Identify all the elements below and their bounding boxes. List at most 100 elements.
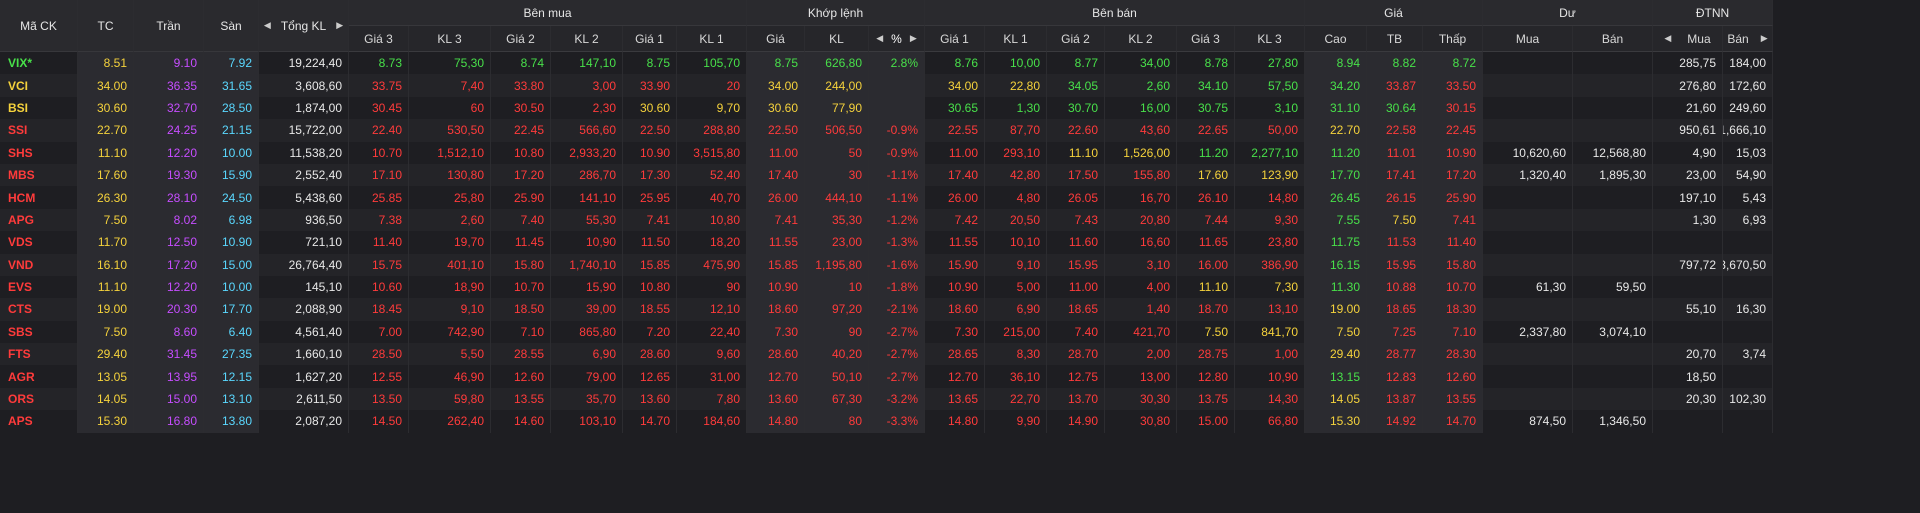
header-sell-3[interactable]: KL 2 <box>1105 26 1177 52</box>
header-volume[interactable]: ◀ Tổng KL ▶ <box>259 0 349 52</box>
buy-cell: 10.60 <box>349 275 409 299</box>
match-cell: -2.1% <box>869 298 925 321</box>
sort-left-arrow-icon[interactable]: ◀ <box>263 20 271 30</box>
symbol-cell[interactable]: SBS <box>0 320 78 344</box>
header-ceil[interactable]: Trần <box>134 0 204 52</box>
floor-price-cell: 10.00 <box>204 141 259 164</box>
symbol-cell[interactable]: SSI <box>0 119 78 142</box>
symbol-cell[interactable]: VIX* <box>0 52 78 75</box>
symbol-cell[interactable]: VND <box>0 253 78 276</box>
header-buy-5[interactable]: KL 1 <box>677 26 747 52</box>
table-row[interactable]: HCM 26.30 28.10 24.50 5,438,60 25.85 25,80 25.9… <box>0 186 1920 209</box>
symbol-cell[interactable]: BSI <box>0 96 78 120</box>
header-sell-0[interactable]: Giá 1 <box>925 26 985 52</box>
foreign-cell <box>1723 320 1773 344</box>
header-match-0[interactable]: Giá <box>747 26 805 52</box>
symbol-cell[interactable]: VDS <box>0 231 78 254</box>
sell-cell: 13.65 <box>925 387 985 411</box>
table-row[interactable]: SHS 11.10 12.20 10.00 11,538,20 10.70 1,512,10… <box>0 141 1920 164</box>
header-sell-2[interactable]: Giá 2 <box>1047 26 1105 52</box>
match-cell: 14.80 <box>747 410 805 433</box>
header-price-1[interactable]: TB <box>1367 26 1423 52</box>
table-row[interactable]: ORS 14.05 15.00 13.10 2,611,50 13.50 59,80 13.5… <box>0 387 1920 411</box>
table-row[interactable]: VIX* 8.51 9.10 7.92 19,224,40 8.73 75,30 8.74 14… <box>0 52 1920 75</box>
total-volume-cell: 2,087,20 <box>259 410 349 433</box>
header-foreign[interactable]: ĐTNN <box>1653 0 1773 26</box>
symbol-cell[interactable]: APG <box>0 208 78 232</box>
symbol-cell[interactable]: FTS <box>0 343 78 366</box>
table-row[interactable]: CTS 19.00 20.30 17.70 2,088,90 18.45 9,10 18.50… <box>0 298 1920 321</box>
header-residual-0[interactable]: Mua <box>1483 26 1573 52</box>
header-price-2[interactable]: Thấp <box>1423 26 1483 52</box>
sort-left-arrow-icon[interactable]: ◀ <box>876 33 884 43</box>
buy-cell: 8.75 <box>623 52 677 75</box>
floor-price-cell: 27.35 <box>204 343 259 366</box>
symbol-cell[interactable]: MBS <box>0 163 78 187</box>
table-row[interactable]: FTS 29.40 31.45 27.35 1,660,10 28.50 5,50 28.55… <box>0 343 1920 366</box>
buy-cell: 184,60 <box>677 410 747 433</box>
header-foreign-1[interactable]: Bán ▶ <box>1723 26 1773 52</box>
ref-price-cell: 11.70 <box>78 231 134 254</box>
table-row[interactable]: VCI 34.00 36.35 31.65 3,608,60 33.75 7,40 33.80… <box>0 74 1920 97</box>
symbol-cell[interactable]: APS <box>0 410 78 433</box>
symbol-cell[interactable]: VCI <box>0 74 78 97</box>
sort-right-arrow-icon[interactable]: ▶ <box>336 20 344 30</box>
sell-cell: 42,80 <box>985 163 1047 187</box>
header-buy-4[interactable]: Giá 1 <box>623 26 677 52</box>
table-row[interactable]: VDS 11.70 12.50 10.90 721,10 11.40 19,70 11.45 1… <box>0 231 1920 254</box>
table-row[interactable]: SSI 22.70 24.25 21.15 15,722,00 22.40 530,50 22… <box>0 119 1920 142</box>
header-floor[interactable]: Sàn <box>204 0 259 52</box>
price-stat-cell: 15.95 <box>1367 253 1423 276</box>
table-row[interactable]: APG 7.50 8.02 6.98 936,50 7.38 2,60 7.40 55,30 7.… <box>0 208 1920 232</box>
header-match-1[interactable]: KL <box>805 26 869 52</box>
header-sell-1[interactable]: KL 1 <box>985 26 1047 52</box>
buy-cell: 18.50 <box>491 298 551 321</box>
header-residual-1[interactable]: Bán <box>1573 26 1653 52</box>
match-cell: -2.7% <box>869 343 925 366</box>
sell-cell: 421,70 <box>1105 320 1177 344</box>
table-row[interactable]: SBS 7.50 8.60 6.40 4,561,40 7.00 742,90 7.10 865… <box>0 320 1920 344</box>
header-price[interactable]: Giá <box>1305 0 1483 26</box>
header-buy[interactable]: Bên mua <box>349 0 747 26</box>
header-ref[interactable]: TC <box>78 0 134 52</box>
header-sell-5[interactable]: KL 3 <box>1235 26 1305 52</box>
header-buy-2[interactable]: Giá 2 <box>491 26 551 52</box>
symbol-cell[interactable]: SHS <box>0 141 78 164</box>
symbol-cell[interactable]: CTS <box>0 298 78 321</box>
residual-cell <box>1573 298 1653 321</box>
header-sell-4[interactable]: Giá 3 <box>1177 26 1235 52</box>
symbol-cell[interactable]: AGR <box>0 365 78 388</box>
symbol-cell[interactable]: EVS <box>0 275 78 299</box>
symbol-cell[interactable]: HCM <box>0 186 78 209</box>
symbol-cell[interactable]: ORS <box>0 387 78 411</box>
table-row[interactable]: BSI 30.60 32.70 28.50 1,874,00 30.45 60 30.50 2,… <box>0 96 1920 120</box>
table-row[interactable]: VND 16.10 17.20 15.00 26,764,40 15.75 401,10 15… <box>0 253 1920 276</box>
header-buy-1[interactable]: KL 3 <box>409 26 491 52</box>
price-stat-cell: 11.01 <box>1367 141 1423 164</box>
buy-cell: 288,80 <box>677 119 747 142</box>
floor-price-cell: 6.40 <box>204 320 259 344</box>
table-row[interactable]: AGR 13.05 13.95 12.15 1,627,20 12.55 46,90 12.6… <box>0 365 1920 388</box>
sort-right-arrow-icon[interactable]: ▶ <box>1760 33 1768 43</box>
header-match[interactable]: Khớp lệnh <box>747 0 925 26</box>
header-buy-0[interactable]: Giá 3 <box>349 26 409 52</box>
table-row[interactable]: APS 15.30 16.80 13.80 2,087,20 14.50 262,40 14.… <box>0 410 1920 433</box>
foreign-cell: 184,00 <box>1723 52 1773 75</box>
sell-cell: 7,30 <box>1235 275 1305 299</box>
header-sell[interactable]: Bên bán <box>925 0 1305 26</box>
sort-right-arrow-icon[interactable]: ▶ <box>909 33 917 43</box>
table-row[interactable]: EVS 11.10 12.20 10.00 145,10 10.60 18,90 10.70 1… <box>0 275 1920 299</box>
sell-cell: 22.65 <box>1177 119 1235 142</box>
table-row[interactable]: MBS 17.60 19.30 15.90 2,552,40 17.10 130,80 17.… <box>0 163 1920 187</box>
price-stat-cell: 13.15 <box>1305 365 1367 388</box>
sort-left-arrow-icon[interactable]: ◀ <box>1664 33 1672 43</box>
header-residual[interactable]: Dư <box>1483 0 1653 26</box>
header-foreign-0[interactable]: ◀ Mua <box>1653 26 1723 52</box>
header-price-0[interactable]: Cao <box>1305 26 1367 52</box>
buy-cell: 17.20 <box>491 163 551 187</box>
residual-cell <box>1483 343 1573 366</box>
header-buy-3[interactable]: KL 2 <box>551 26 623 52</box>
match-cell: -1.1% <box>869 186 925 209</box>
header-match-2[interactable]: ◀% ▶ <box>869 26 925 52</box>
header-symbol[interactable]: Mã CK <box>0 0 78 52</box>
